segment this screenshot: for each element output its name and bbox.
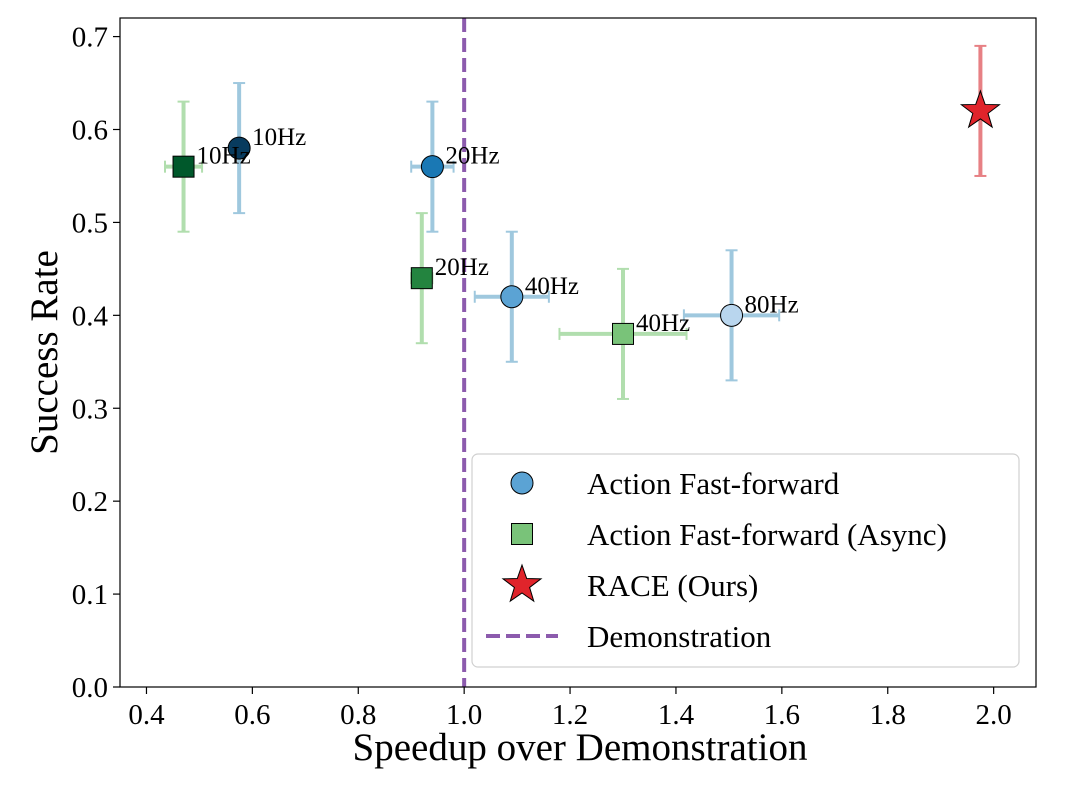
legend-box bbox=[471, 453, 1020, 668]
plot-frame bbox=[119, 17, 1037, 688]
legend: Action Fast-forward Action Fast-forward (… bbox=[471, 453, 1020, 668]
data-point-circle bbox=[420, 155, 444, 179]
data-point-circle bbox=[227, 136, 251, 160]
y-tick-label: 0.1 bbox=[72, 579, 108, 611]
x-tick-label: 1.0 bbox=[446, 699, 482, 731]
x-tick-label: 1.8 bbox=[870, 699, 906, 731]
y-tick-label: 0.7 bbox=[72, 22, 108, 54]
data-point-circle bbox=[720, 303, 744, 327]
x-tick-label: 1.2 bbox=[552, 699, 588, 731]
y-tick-label: 0.0 bbox=[72, 672, 108, 704]
data-point-square bbox=[410, 267, 433, 290]
y-tick-label: 0.6 bbox=[72, 115, 108, 147]
data-point-circle bbox=[500, 285, 524, 309]
x-tick-label: 1.6 bbox=[764, 699, 800, 731]
y-tick-label: 0.2 bbox=[72, 486, 108, 518]
legend-item: Demonstration bbox=[486, 619, 772, 654]
data-point-square bbox=[612, 322, 635, 345]
legend-swatch-star bbox=[501, 563, 543, 603]
legend-item: RACE (Ours) bbox=[501, 563, 758, 603]
y-tick-label: 0.4 bbox=[72, 300, 109, 332]
x-tick-label: 2.0 bbox=[976, 699, 1012, 731]
legend-label: RACE (Ours) bbox=[587, 568, 758, 603]
data-point-square bbox=[172, 155, 195, 178]
x-tick-label: 1.4 bbox=[658, 699, 695, 731]
point-label: 20Hz bbox=[435, 254, 489, 281]
y-tick-label: 0.3 bbox=[72, 393, 108, 425]
legend-label: Action Fast-forward (Async) bbox=[587, 517, 947, 552]
point-label: 40Hz bbox=[636, 310, 690, 337]
axes-layer: 0.4 0.6 0.8 1.0 1.2 1.4 1.6 1.8 2.0 0.0 0.1 0.2 0.3 0… bbox=[23, 17, 1037, 769]
legend-item: Action Fast-forward bbox=[510, 466, 840, 501]
point-label: 10Hz bbox=[197, 143, 251, 170]
point-label: 10Hz bbox=[252, 124, 306, 151]
x-tick-label: 0.8 bbox=[340, 699, 376, 731]
point-label: 20Hz bbox=[445, 143, 499, 170]
x-tick-label: 0.6 bbox=[234, 699, 270, 731]
y-axis-title: Success Rate bbox=[23, 250, 66, 455]
x-axis-title: Speedup over Demonstration bbox=[353, 726, 808, 769]
point-label: 80Hz bbox=[745, 291, 799, 318]
y-tick-label: 0.5 bbox=[72, 207, 108, 239]
marks-layer: 10Hz 20Hz 40Hz 80Hz 10Hz 20Hz 40Hz bbox=[164, 18, 1001, 687]
legend-label: Action Fast-forward bbox=[587, 466, 840, 501]
legend-swatch-square bbox=[511, 523, 533, 545]
legend-item: Action Fast-forward (Async) bbox=[511, 517, 947, 552]
legend-swatch-circle bbox=[510, 471, 534, 495]
point-label: 40Hz bbox=[525, 273, 579, 300]
x-tick-label: 0.4 bbox=[128, 699, 165, 731]
data-point-star bbox=[959, 89, 1001, 129]
legend-label: Demonstration bbox=[587, 619, 772, 654]
